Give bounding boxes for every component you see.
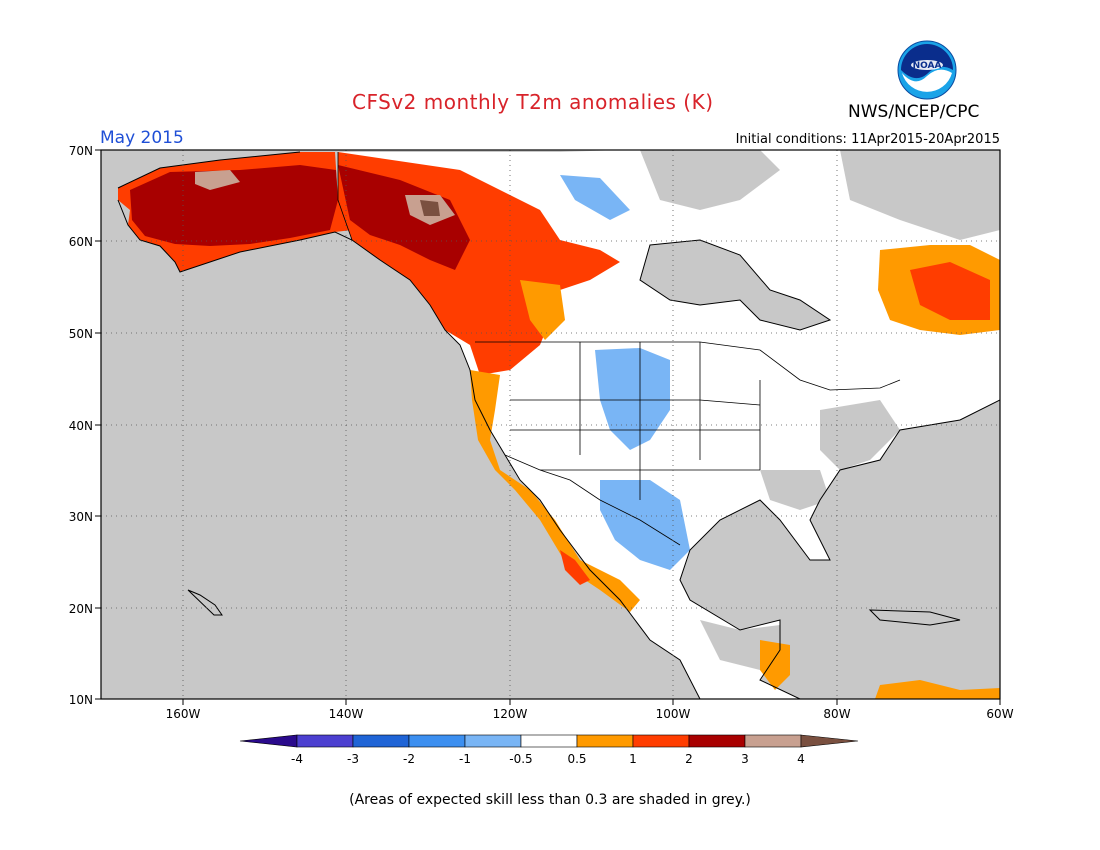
valid-month: May 2015 xyxy=(100,128,184,148)
quebec-hot xyxy=(910,262,990,320)
noaa-logo: NOAA xyxy=(897,40,957,100)
central-america-warm xyxy=(760,640,790,690)
chart-title: CFSv2 monthly T2m anomalies (K) xyxy=(352,90,714,114)
lon-label: 140W xyxy=(329,707,364,721)
arctic-grey xyxy=(640,150,780,210)
lon-labels: 160W 140W 120W 100W 80W 60W xyxy=(166,707,1014,721)
colorbar-bin xyxy=(688,734,746,748)
colorbar-low-arrow xyxy=(239,734,298,748)
logo-text: NOAA xyxy=(913,61,942,71)
colorbar-tick-label: -2 xyxy=(403,752,415,766)
lat-label: 10N xyxy=(69,693,93,707)
east-grey xyxy=(820,400,900,470)
agency-label: NWS/NCEP/CPC xyxy=(848,102,980,122)
lon-label: 160W xyxy=(166,707,201,721)
alaska-grey-patch xyxy=(195,170,240,190)
axis-ticks xyxy=(95,149,1001,705)
colorbar-bin xyxy=(352,734,410,748)
lat-labels: 70N 60N 50N 40N 30N 20N 10N xyxy=(69,144,93,707)
alaska-warm-core xyxy=(130,165,338,246)
lon-label: 80W xyxy=(823,707,850,721)
colorbar-bin xyxy=(632,734,690,748)
bc-dark xyxy=(420,200,440,216)
bc-hot-core xyxy=(338,165,470,270)
lat-label: 50N xyxy=(69,327,93,341)
colorbar-tick-label: 2 xyxy=(685,752,693,766)
plains-cool xyxy=(595,348,670,450)
initial-conditions: Initial conditions: 11Apr2015-20Apr2015 xyxy=(735,132,1000,147)
baja-warm xyxy=(560,550,590,585)
colorbar-bin xyxy=(408,734,466,748)
colorbar-tick-label: -4 xyxy=(291,752,303,766)
bc-orange-fringe xyxy=(520,280,565,340)
colorbar-tick-label: -1 xyxy=(459,752,471,766)
colorbar-tick-label: -0.5 xyxy=(509,752,532,766)
colorbar-bin xyxy=(520,734,578,748)
lat-label: 20N xyxy=(69,602,93,616)
texas-cool xyxy=(600,480,690,570)
lat-label: 60N xyxy=(69,235,93,249)
southeast-grey xyxy=(760,470,830,510)
lat-label: 70N xyxy=(69,144,93,158)
colorbar-bin xyxy=(464,734,522,748)
canada-cool xyxy=(560,175,630,220)
west-coast-warm xyxy=(470,370,640,612)
colorbar-bin xyxy=(744,734,802,748)
labrador-grey xyxy=(840,150,1000,240)
colorbar-bin xyxy=(576,734,634,748)
hudson-bay xyxy=(640,240,830,330)
lat-label: 30N xyxy=(69,510,93,524)
colorbar: -4 -3 -2 -1 -0.5 0.5 1 2 3 4 xyxy=(239,734,859,766)
colorbar-high-arrow xyxy=(800,734,859,748)
colorbar-tick-label: 3 xyxy=(741,752,749,766)
lon-label: 100W xyxy=(656,707,691,721)
skill-footnote: (Areas of expected skill less than 0.3 a… xyxy=(349,792,751,808)
coastlines xyxy=(117,151,1000,699)
colorbar-bin xyxy=(296,734,354,748)
lon-label: 120W xyxy=(493,707,528,721)
colorbar-tick-label: 1 xyxy=(629,752,637,766)
lon-label: 60W xyxy=(986,707,1013,721)
south-america-warm xyxy=(875,680,1000,699)
colorbar-tick-label: -3 xyxy=(347,752,359,766)
colorbar-tick-label: 4 xyxy=(797,752,805,766)
lat-label: 40N xyxy=(69,419,93,433)
colorbar-tick-label: 0.5 xyxy=(567,752,586,766)
political-borders xyxy=(337,152,901,546)
